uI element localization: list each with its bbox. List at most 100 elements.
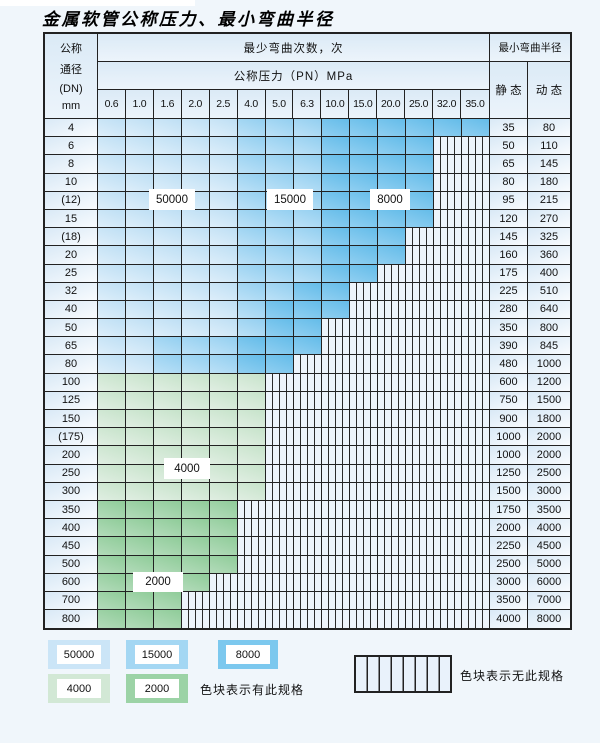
no-spec-cell [294,446,322,464]
spec-cell [238,391,266,409]
no-spec-cell [322,373,350,391]
spec-cell [238,173,266,191]
no-spec-cell [350,337,378,355]
spec-cell [350,155,378,173]
dn-cell: 65 [45,337,98,355]
no-spec-cell [378,391,406,409]
table-row: 350 1750 3500 [45,500,570,520]
spec-cell [98,137,126,155]
no-spec-cell [266,391,294,409]
legend-swatch-label: 8000 [226,645,270,664]
spec-cell [154,319,182,337]
spec-cell [238,155,266,173]
dn-header-line: (DN) [59,82,83,95]
spec-cell [126,373,154,391]
static-radius-cell: 480 [490,355,528,373]
spec-cell [154,337,182,355]
spec-cell [322,282,350,300]
dn-header-line: 公称 [60,42,82,55]
spec-cell [126,446,154,464]
dn-cell: (18) [45,228,98,246]
spec-cell [154,537,182,555]
static-radius-cell: 600 [490,373,528,391]
spec-cell [126,610,154,629]
no-spec-cell [462,519,490,537]
no-spec-cell [462,428,490,446]
no-spec-cell [294,591,322,610]
spec-cell [126,209,154,228]
table-body: 4 35 80 6 50 110 8 65 145 10 80 180 (12) 95 215 15 120 27… [45,119,570,629]
no-spec-cell [294,555,322,573]
no-spec-cell [238,500,266,519]
overlay-label-2000: 2000 [133,572,183,592]
table-row: 4 35 80 [45,119,570,138]
no-spec-cell [434,610,462,629]
spec-cell [126,391,154,409]
no-spec-cell [210,610,238,629]
spec-cell [378,155,406,173]
table-row: 300 1500 3000 [45,482,570,501]
table-row: 500 2500 5000 [45,555,570,574]
spec-cell [154,246,182,264]
spec-cell [350,209,378,228]
dn-cell: 450 [45,537,98,555]
legend-swatch-label: 50000 [57,645,101,664]
dynamic-radius-cell: 270 [528,209,570,228]
no-spec-cell [266,428,294,446]
no-spec-cell [238,519,266,537]
spec-cell [126,428,154,446]
spec-cell [98,428,126,446]
no-spec-cell [434,391,462,409]
static-radius-cell: 95 [490,191,528,209]
spec-cell [238,119,266,137]
no-spec-cell [434,209,462,228]
spec-cell [294,319,322,337]
dynamic-radius-cell: 110 [528,137,570,155]
spec-cell [210,446,238,464]
spec-cell [238,191,266,209]
spec-cell [294,282,322,300]
spec-cell [154,173,182,191]
spec-cell [294,228,322,246]
no-spec-cell [266,410,294,428]
static-radius-cell: 1750 [490,500,528,519]
spec-cell [210,228,238,246]
spec-cell [210,428,238,446]
no-spec-cell [350,464,378,482]
spec-cell [126,282,154,300]
spec-cell [182,373,210,391]
spec-cell [154,610,182,629]
dynamic-radius-cell: 180 [528,173,570,191]
no-spec-cell [182,591,210,610]
dynamic-radius-cell: 640 [528,300,570,319]
spec-cell [126,264,154,282]
no-spec-cell [322,482,350,500]
pressure-column-header: 10.0 [321,90,350,118]
overlay-label-50000: 50000 [149,189,195,210]
legend-swatch-50000: 50000 [48,640,110,669]
no-spec-cell [462,228,490,246]
spec-cell [98,300,126,319]
no-spec-cell [406,482,434,500]
no-spec-cell [294,482,322,500]
no-spec-cell [350,300,378,319]
spec-cell [126,591,154,610]
no-spec-cell [462,337,490,355]
no-spec-cell [406,537,434,555]
no-spec-cell [462,464,490,482]
no-spec-cell [434,337,462,355]
no-spec-cell [322,573,350,591]
spec-cell [154,264,182,282]
no-spec-cell [406,300,434,319]
spec-cell [126,246,154,264]
spec-cell [154,591,182,610]
no-spec-cell [462,173,490,191]
static-radius-cell: 120 [490,209,528,228]
spec-cell [182,155,210,173]
legend-swatch-label: 4000 [57,679,101,698]
dn-cell: 15 [45,209,98,228]
spec-cell [406,137,434,155]
table-row: 40 280 640 [45,300,570,320]
spec-cell [210,373,238,391]
dynamic-radius-cell: 2000 [528,446,570,464]
